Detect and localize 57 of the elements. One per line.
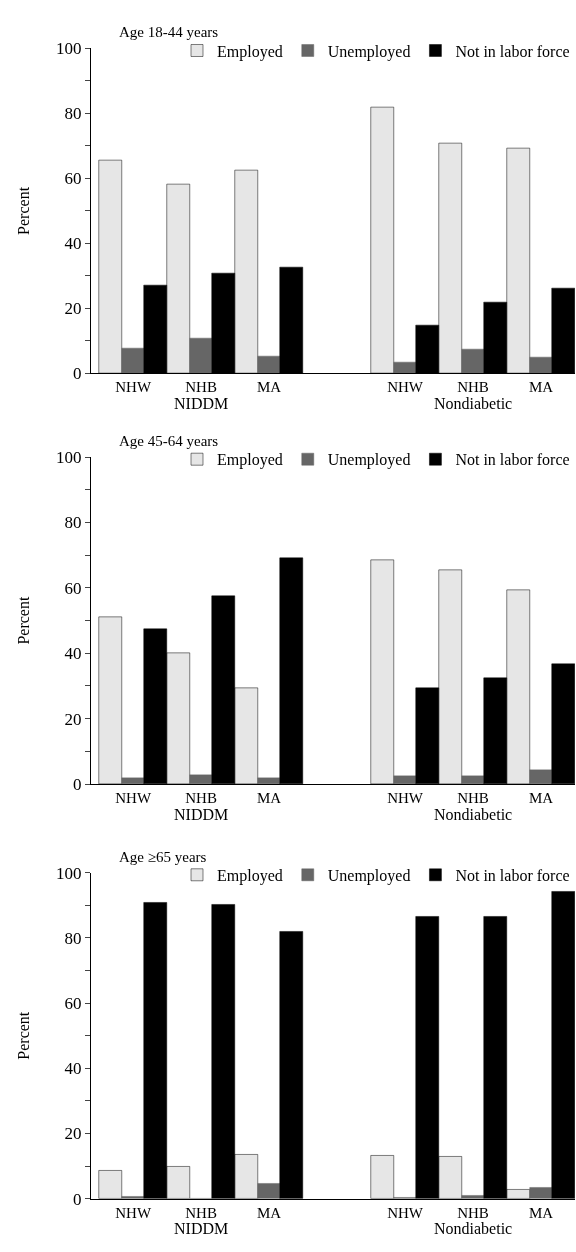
x-tick-label: NHW	[387, 1204, 424, 1221]
y-tick-label: 20	[64, 1124, 82, 1144]
y-tick-label: 20	[64, 709, 82, 729]
y-tick-label: 60	[64, 994, 82, 1014]
y-tick-label: 0	[73, 1189, 82, 1209]
x-tick-label: MA	[257, 790, 282, 807]
x-tick-label: NHW	[115, 379, 152, 396]
chart-title: Age ≥65 years	[119, 849, 207, 865]
x-tick-label: NHW	[387, 379, 424, 396]
y-tick-label: 80	[64, 928, 82, 948]
chart-title: Age 45-64 years	[119, 433, 219, 449]
x-tick-label: NHB	[457, 1204, 489, 1221]
text: Nondiabetic	[434, 395, 513, 412]
y-tick-label: 0	[73, 775, 82, 795]
y-tick-label: 80	[64, 104, 82, 124]
y-tick-label: 60	[64, 578, 82, 598]
y-tick-label: 100	[56, 448, 82, 468]
y-axis-title: Percent	[15, 596, 32, 645]
y-tick-label: 80	[64, 513, 82, 533]
y-tick-label: 20	[64, 299, 82, 319]
x-tick-label: NHB	[457, 379, 489, 396]
y-tick-label: 40	[64, 1059, 82, 1079]
x-tick-label: NHB	[185, 1204, 217, 1221]
y-tick-label: 0	[73, 364, 82, 384]
x-tick-label: MA	[528, 790, 554, 807]
text: NIDDM	[174, 806, 229, 823]
y-tick-label: 100	[56, 863, 82, 883]
legend-label: Employed	[217, 867, 283, 886]
legend-label: Not in labor force	[455, 42, 570, 60]
text: NIDDM	[174, 395, 229, 412]
x-tick-label: NHW	[115, 790, 152, 807]
legend-label: Employed	[217, 451, 283, 470]
x-tick-label: NHB	[185, 379, 217, 396]
y-tick-label: 40	[64, 234, 82, 254]
legend-label: Unemployed	[327, 42, 411, 61]
y-axis-title: Percent	[15, 1011, 32, 1060]
legend-label: Not in labor force	[455, 867, 570, 885]
x-tick-label: NHB	[457, 790, 489, 807]
x-tick-label: NHW	[387, 790, 424, 807]
x-tick-label: NHB	[185, 790, 217, 807]
y-tick-label: 40	[64, 644, 82, 664]
y-axis-title: Percent	[15, 186, 32, 235]
y-tick-label: 60	[64, 169, 82, 189]
x-tick-label: NHW	[115, 1204, 152, 1221]
x-tick-label: MA	[257, 1204, 282, 1221]
legend-label: Unemployed	[327, 867, 411, 886]
y-tick-label: 100	[56, 39, 82, 59]
text: Nondiabetic	[434, 1220, 513, 1237]
text: NIDDM	[174, 1220, 229, 1237]
legend-label: Not in labor force	[455, 451, 570, 469]
chart-title: Age 18-44 years	[119, 24, 219, 40]
x-tick-label: MA	[528, 1204, 554, 1221]
x-tick-label: MA	[528, 379, 554, 396]
text: Nondiabetic	[434, 806, 513, 823]
x-tick-label: MA	[257, 379, 282, 396]
legend-label: Unemployed	[327, 451, 411, 470]
legend-label: Employed	[217, 42, 283, 61]
